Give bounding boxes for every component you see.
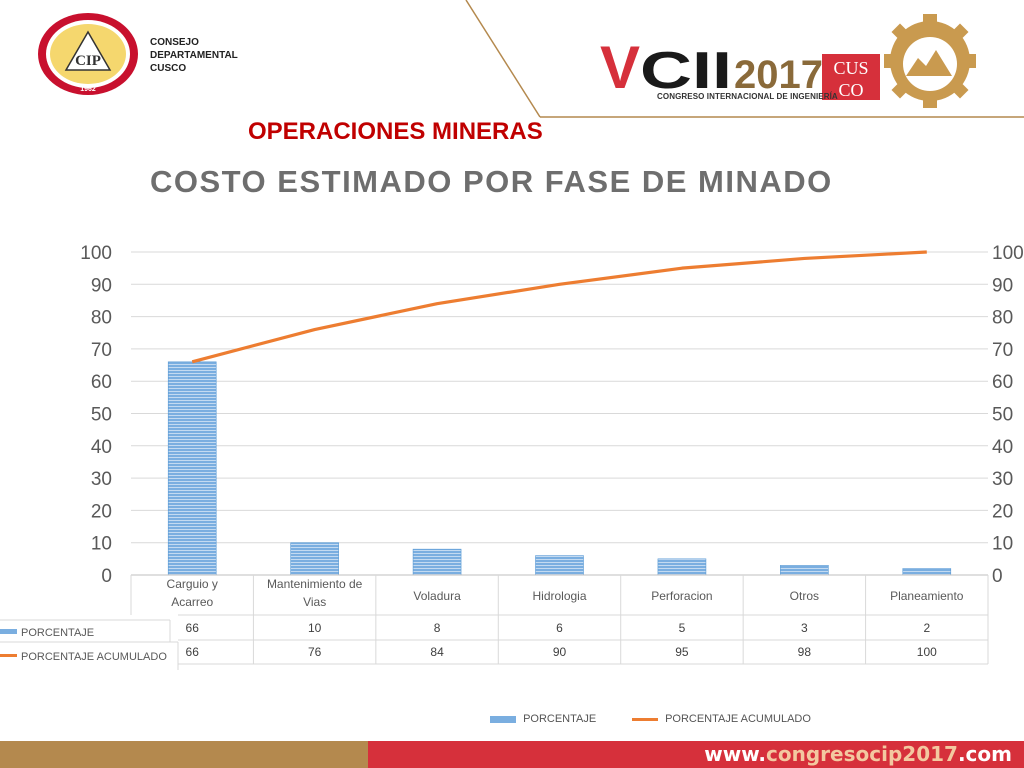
y-tick-label-right: 70 bbox=[992, 340, 1013, 361]
cumulative-line-path bbox=[191, 250, 927, 364]
table-row-label-porcentaje: PORCENTAJE bbox=[21, 627, 94, 639]
cip-logo-year: 1962 bbox=[80, 86, 96, 93]
category-label: Acarreo bbox=[171, 595, 213, 609]
gear-icon bbox=[884, 14, 976, 108]
y-tick-label-left: 90 bbox=[91, 275, 112, 296]
footer-url-suffix: .com bbox=[957, 742, 1012, 766]
category-label: Hidrologia bbox=[532, 589, 586, 603]
org-name: CONSEJO DEPARTAMENTAL CUSCO bbox=[150, 36, 238, 75]
congress-mark-v: V bbox=[600, 34, 640, 101]
bar bbox=[902, 568, 952, 576]
y-tick-label-right: 100 bbox=[992, 243, 1024, 264]
table-cell-acumulado: 66 bbox=[186, 645, 200, 659]
bar bbox=[780, 565, 829, 576]
cip-logo-letters: CIP bbox=[75, 53, 101, 69]
category-label: Perforacion bbox=[651, 589, 712, 603]
legend-item-acumulado: PORCENTAJE ACUMULADO bbox=[632, 713, 811, 725]
congress-mark-cii: CII bbox=[640, 42, 732, 100]
cumulative-line bbox=[191, 250, 927, 364]
y-tick-label-right: 80 bbox=[992, 308, 1013, 329]
y-tick-label-left: 100 bbox=[80, 243, 112, 264]
y-tick-label-right: 0 bbox=[992, 566, 1003, 587]
table-key-bar bbox=[0, 629, 17, 634]
bar bbox=[535, 555, 584, 576]
data-table: PORCENTAJE PORCENTAJE ACUMULADO Carguio y A… bbox=[0, 574, 989, 670]
table-cell-porcentaje: 5 bbox=[679, 621, 686, 635]
table-cell-porcentaje: 8 bbox=[434, 621, 441, 635]
table-row-label-acumulado: PORCENTAJE ACUMULADO bbox=[21, 651, 167, 663]
legend-swatch-line bbox=[632, 717, 658, 721]
footer-band-right bbox=[368, 741, 1024, 768]
category-label: Otros bbox=[790, 589, 819, 603]
table-cell-acumulado: 90 bbox=[553, 645, 567, 659]
y-tick-label-left: 20 bbox=[91, 501, 112, 522]
y-tick-label-right: 50 bbox=[992, 405, 1013, 426]
org-line-2: DEPARTAMENTAL bbox=[150, 50, 238, 61]
congress-subtitle: CONGRESO INTERNACIONAL DE INGENIERÍA bbox=[657, 92, 838, 101]
y-tick-label-right: 60 bbox=[992, 372, 1013, 393]
y-tick-label-left: 50 bbox=[91, 405, 112, 426]
y-tick-label-right: 10 bbox=[992, 534, 1013, 555]
y-tick-label-right: 40 bbox=[992, 437, 1013, 458]
legend-label-acumulado: PORCENTAJE ACUMULADO bbox=[665, 713, 811, 725]
cip-logo: CIP 1962 bbox=[38, 13, 138, 95]
table-cell-acumulado: 95 bbox=[675, 645, 689, 659]
gridlines bbox=[131, 251, 988, 576]
table-cell-acumulado: 84 bbox=[430, 645, 444, 659]
category-label: Carguio y bbox=[167, 577, 218, 591]
category-label: Voladura bbox=[413, 589, 461, 603]
table-cell-acumulado: 76 bbox=[308, 645, 322, 659]
category-label: Planeamiento bbox=[890, 589, 964, 603]
bar bbox=[290, 542, 339, 576]
y-axis-left: 0 10 20 30 40 50 60 70 80 90 100 bbox=[80, 243, 112, 587]
y-tick-label-left: 10 bbox=[91, 534, 112, 555]
table-cell-porcentaje: 2 bbox=[923, 621, 930, 635]
table-cell-porcentaje: 66 bbox=[186, 621, 200, 635]
table-cell-porcentaje: 3 bbox=[801, 621, 808, 635]
table-cell-porcentaje: 10 bbox=[308, 621, 322, 635]
header-divider-lines bbox=[465, 0, 1024, 118]
y-tick-label-right: 20 bbox=[992, 501, 1013, 522]
y-axis-right: 0 10 20 30 40 50 60 70 80 90 100 bbox=[992, 243, 1024, 587]
table-key-line bbox=[0, 654, 17, 657]
table-cell-acumulado: 98 bbox=[798, 645, 812, 659]
y-tick-label-right: 30 bbox=[992, 469, 1013, 490]
footer-url-accent: congresocip2017 bbox=[766, 742, 958, 766]
section-title: OPERACIONES MINERAS bbox=[248, 118, 543, 145]
footer-band-left bbox=[0, 741, 368, 768]
congress-year: 2017 bbox=[734, 53, 823, 97]
legend-item-porcentaje: PORCENTAJE bbox=[490, 713, 596, 725]
svg-text:CUS: CUS bbox=[833, 58, 868, 78]
y-tick-label-left: 0 bbox=[101, 566, 112, 587]
category-label: Mantenimiento de bbox=[267, 577, 363, 591]
footer-url-prefix: www. bbox=[704, 742, 767, 766]
bar bbox=[167, 361, 217, 576]
legend-swatch-bar bbox=[490, 715, 516, 723]
y-tick-label-left: 60 bbox=[91, 372, 112, 393]
org-line-1: CONSEJO bbox=[150, 37, 199, 48]
y-tick-label-right: 90 bbox=[992, 275, 1013, 296]
table-cell-porcentaje: 6 bbox=[556, 621, 563, 635]
y-tick-label-left: 80 bbox=[91, 308, 112, 329]
footer-url[interactable]: www.congresocip2017.com bbox=[704, 742, 1012, 766]
legend-label-porcentaje: PORCENTAJE bbox=[523, 713, 597, 725]
y-tick-label-left: 40 bbox=[91, 437, 112, 458]
category-label: Vias bbox=[303, 595, 326, 609]
y-tick-label-left: 30 bbox=[91, 469, 112, 490]
chart-title: COSTO ESTIMADO POR FASE DE MINADO bbox=[150, 164, 833, 199]
svg-text:CO: CO bbox=[838, 80, 863, 100]
table-cell-acumulado: 100 bbox=[917, 645, 937, 659]
y-tick-label-left: 70 bbox=[91, 340, 112, 361]
congress-logo: V CII 2017 CUS CO bbox=[600, 14, 976, 108]
bars bbox=[167, 361, 952, 576]
bar bbox=[412, 548, 462, 576]
bar bbox=[657, 558, 707, 576]
org-line-3: CUSCO bbox=[150, 63, 187, 74]
